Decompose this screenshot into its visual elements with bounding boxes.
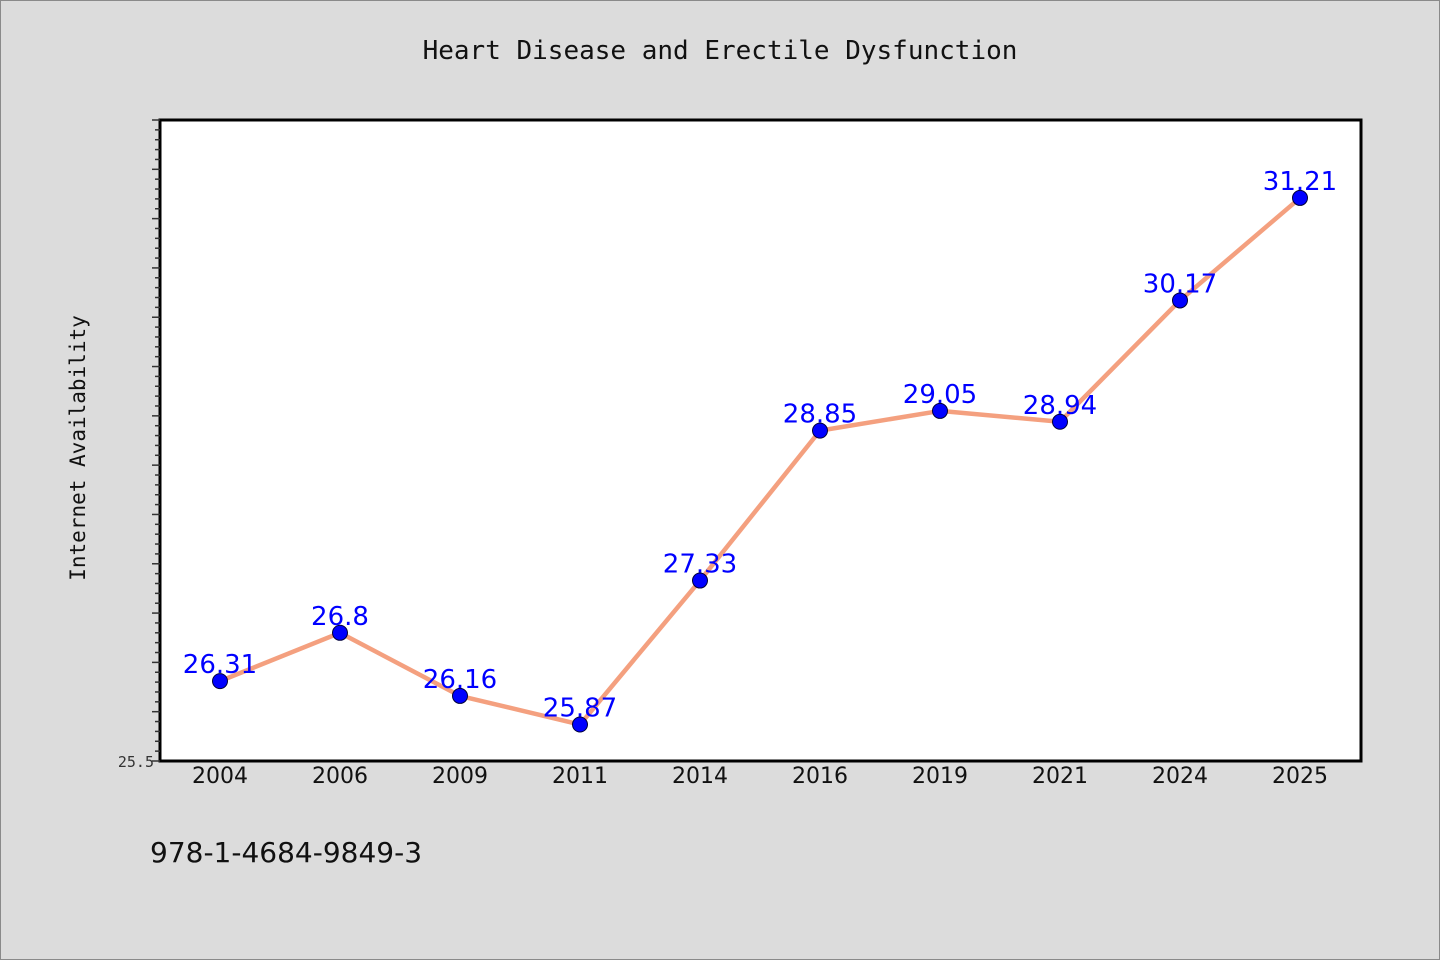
data-label: 28.94 — [1023, 391, 1097, 421]
x-tick-label: 2016 — [792, 764, 848, 789]
y-axis-tick-labels: 25.5 — [118, 753, 154, 771]
x-tick-label: 2024 — [1152, 764, 1208, 789]
x-tick-label: 2009 — [432, 764, 488, 789]
y-tick-label: 25.5 — [118, 753, 154, 771]
data-label: 26.16 — [423, 665, 497, 695]
x-tick-label: 2004 — [192, 764, 248, 789]
data-label: 27.33 — [663, 550, 737, 580]
data-point — [212, 673, 228, 690]
data-label: 26.31 — [183, 650, 257, 680]
x-tick-label: 2011 — [552, 764, 608, 789]
data-label: 29.05 — [903, 380, 977, 410]
series-markers — [212, 189, 1308, 733]
data-point — [932, 402, 948, 419]
y-axis-ticks — [152, 119, 160, 762]
data-point — [1292, 189, 1308, 206]
data-point — [812, 422, 828, 439]
plot-area — [158, 118, 1363, 763]
data-label: 31.21 — [1263, 167, 1337, 197]
data-label: 30.17 — [1143, 269, 1217, 299]
x-tick-label: 2006 — [312, 764, 368, 789]
data-labels: 26.31 26.8 26.16 25.87 27.33 28.85 29.05 28.94 3… — [183, 167, 1337, 724]
data-point — [1172, 292, 1188, 309]
data-point — [332, 624, 348, 641]
footer-code: 978-1-4684-9849-3 — [150, 836, 423, 869]
data-point — [692, 572, 708, 589]
x-tick-label: 2021 — [1032, 764, 1088, 789]
data-point — [452, 687, 468, 704]
data-label: 26.8 — [311, 602, 369, 632]
data-point — [572, 716, 588, 733]
x-tick-label: 2019 — [912, 764, 968, 789]
data-point — [1052, 413, 1068, 430]
data-label: 28.85 — [783, 400, 857, 430]
series-line — [217, 195, 1303, 727]
x-tick-label: 2014 — [672, 764, 728, 789]
chart-title: Heart Disease and Erectile Dysfunction — [422, 36, 1018, 66]
x-axis-tick-labels: 2004 2006 2009 2011 2014 2016 2019 2021 2024 2025 — [192, 764, 1328, 789]
data-label: 25.87 — [543, 694, 617, 724]
x-tick-label: 2025 — [1272, 764, 1328, 789]
